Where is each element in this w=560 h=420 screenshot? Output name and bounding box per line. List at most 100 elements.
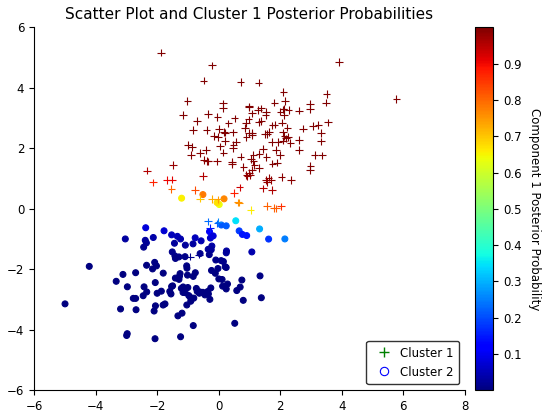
Point: [262, 177, 270, 184]
Point: [265, 129, 274, 135]
Point: [284, 107, 293, 113]
Point: [248, 130, 256, 136]
Point: [258, 146, 267, 152]
Point: [283, 124, 292, 131]
Point: [199, 157, 208, 163]
Point: [148, 265, 157, 272]
Point: [142, 239, 151, 246]
Point: [175, 276, 184, 283]
Point: [316, 129, 325, 136]
Point: [222, 249, 231, 256]
Point: [277, 203, 286, 210]
Point: [182, 262, 191, 269]
Point: [236, 284, 245, 291]
Point: [253, 107, 262, 113]
Point: [60, 300, 69, 307]
Point: [85, 263, 94, 270]
Point: [179, 289, 188, 296]
Point: [281, 98, 290, 105]
Point: [262, 108, 270, 115]
Point: [219, 100, 228, 107]
Point: [123, 330, 132, 337]
Point: [158, 302, 167, 308]
Point: [139, 292, 148, 299]
Point: [131, 295, 140, 302]
Point: [151, 335, 160, 342]
Point: [244, 116, 253, 123]
Point: [218, 283, 227, 289]
Point: [174, 312, 183, 319]
Point: [230, 320, 239, 327]
Point: [295, 146, 304, 153]
Point: [183, 97, 192, 104]
Point: [198, 289, 207, 296]
Point: [195, 250, 204, 257]
Point: [309, 123, 318, 129]
Point: [157, 288, 166, 294]
Point: [167, 176, 176, 183]
Point: [246, 207, 255, 213]
Point: [239, 297, 248, 304]
Point: [203, 110, 212, 117]
Point: [183, 142, 192, 148]
Point: [230, 115, 239, 122]
Point: [203, 158, 212, 165]
Point: [211, 257, 220, 263]
Point: [222, 248, 231, 255]
Point: [191, 234, 200, 241]
Point: [235, 184, 244, 191]
Point: [220, 129, 228, 135]
Point: [151, 279, 160, 286]
Point: [305, 167, 314, 174]
Y-axis label: Component 1 Posterior Probability: Component 1 Posterior Probability: [528, 108, 541, 310]
Point: [295, 137, 304, 144]
Point: [202, 127, 211, 134]
Point: [249, 152, 258, 158]
Point: [183, 302, 192, 308]
Point: [279, 105, 288, 112]
Point: [324, 119, 333, 126]
Point: [152, 262, 161, 269]
Point: [193, 288, 202, 295]
Point: [392, 95, 401, 102]
Point: [261, 111, 270, 118]
Point: [149, 234, 158, 241]
Point: [262, 154, 271, 160]
Point: [248, 167, 256, 173]
Point: [150, 259, 159, 266]
Point: [204, 158, 213, 165]
Point: [248, 132, 256, 139]
Point: [281, 236, 290, 242]
Point: [204, 291, 213, 297]
Point: [213, 196, 222, 203]
Point: [206, 284, 215, 291]
Point: [170, 252, 179, 259]
Point: [306, 101, 315, 108]
Point: [171, 275, 180, 281]
Point: [255, 273, 264, 279]
Point: [243, 173, 252, 180]
Point: [176, 270, 185, 277]
Point: [132, 306, 141, 313]
Point: [186, 253, 195, 260]
Point: [195, 289, 204, 295]
Point: [217, 257, 226, 264]
Point: [264, 236, 273, 242]
Point: [213, 220, 222, 227]
Point: [241, 119, 250, 126]
Point: [245, 169, 254, 176]
Point: [238, 231, 247, 238]
Point: [213, 158, 222, 165]
Point: [186, 298, 195, 304]
Point: [176, 333, 185, 340]
Point: [179, 284, 188, 290]
Point: [248, 110, 256, 117]
Point: [203, 288, 212, 295]
Point: [217, 222, 226, 228]
Point: [169, 162, 178, 168]
Point: [176, 236, 185, 242]
Point: [224, 120, 233, 127]
Point: [158, 270, 167, 276]
Point: [236, 79, 245, 85]
Point: [270, 121, 279, 128]
